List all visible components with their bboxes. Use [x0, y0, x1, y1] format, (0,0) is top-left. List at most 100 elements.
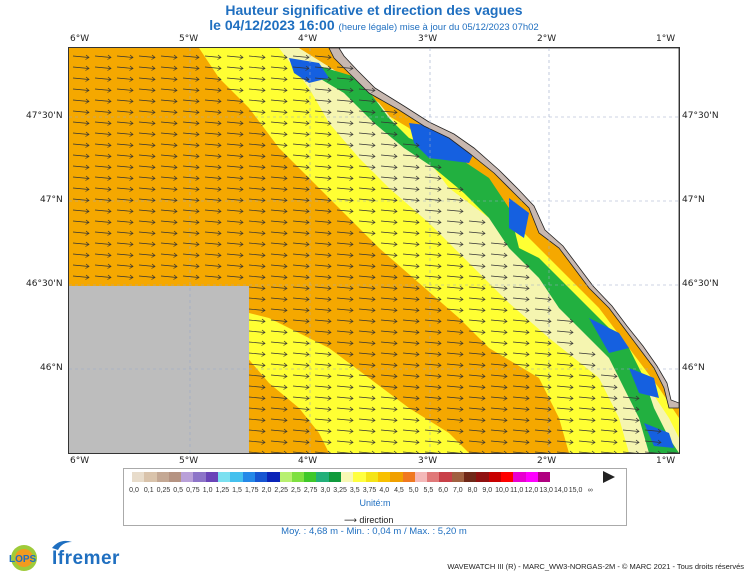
direction-arrow-icon	[292, 340, 310, 346]
direction-arrow-icon	[270, 219, 288, 225]
direction-arrow-icon	[402, 208, 420, 214]
direction-arrow-icon	[314, 76, 332, 82]
direction-arrow-icon	[292, 351, 310, 357]
color-bar-cell	[218, 472, 231, 482]
coastal-blue-patch	[289, 58, 329, 83]
color-bar-label: 4,0	[379, 487, 390, 494]
direction-arrow-icon	[72, 153, 90, 159]
color-bar-cell	[279, 472, 292, 482]
direction-arrow-icon	[72, 131, 90, 137]
coastal-blue-patch	[644, 423, 674, 448]
direction-arrow-icon	[424, 197, 442, 203]
color-bar-cell	[451, 472, 465, 482]
lat-tick-left: 46°N	[40, 363, 63, 373]
direction-arrow-icon	[226, 76, 244, 82]
color-bar-label: 11,0	[510, 487, 524, 494]
direction-arrow-icon	[380, 274, 398, 280]
direction-arrow-icon	[468, 351, 486, 357]
direction-arrow-icon	[534, 351, 552, 357]
direction-arrow-icon	[248, 142, 266, 148]
direction-arrow-icon	[72, 197, 90, 203]
direction-arrow-icon	[380, 252, 398, 258]
direction-arrow-icon	[248, 340, 266, 346]
direction-arrow-icon	[204, 263, 222, 269]
direction-arrow-icon	[358, 109, 376, 115]
direction-arrow-icon	[138, 164, 156, 170]
direction-arrow-icon	[446, 241, 464, 247]
direction-arrow-icon	[490, 373, 508, 379]
direction-arrow-icon	[182, 186, 200, 192]
direction-arrow-icon	[270, 285, 288, 291]
direction-arrow-icon	[204, 54, 222, 60]
direction-arrow-icon	[292, 263, 310, 269]
direction-arrow-icon	[292, 175, 310, 181]
color-bar-label: 1,75	[244, 487, 259, 494]
direction-label: direction	[359, 515, 394, 525]
direction-arrow-icon	[336, 384, 354, 390]
direction-arrow-icon	[72, 87, 90, 93]
direction-arrow-icon	[248, 87, 266, 93]
direction-arrow-icon	[138, 274, 156, 280]
direction-arrow-icon	[160, 54, 178, 60]
color-bar-cell	[353, 472, 366, 482]
direction-arrow-icon	[270, 230, 288, 236]
stats-line: Moy. : 4,68 m - Min. : 0,04 m / Max. : 5…	[281, 526, 467, 537]
direction-arrow-icon	[556, 417, 574, 423]
direction-arrow-icon	[160, 230, 178, 236]
direction-arrow-icon	[94, 131, 112, 137]
direction-arrow-icon	[556, 373, 574, 379]
direction-arrow-icon	[490, 340, 508, 346]
direction-arrow-icon	[138, 175, 156, 181]
direction-arrow-icon	[336, 230, 354, 236]
direction-arrow-icon	[336, 329, 354, 335]
direction-arrow-icon	[336, 120, 354, 126]
color-bar-cell	[132, 472, 145, 482]
direction-arrow-icon	[204, 164, 222, 170]
direction-arrow-icon	[490, 428, 508, 434]
direction-arrow-icon	[248, 54, 266, 60]
direction-arrow-icon	[358, 120, 376, 126]
direction-arrow-icon	[116, 164, 134, 170]
direction-arrow-icon	[358, 417, 376, 423]
direction-arrow-icon	[116, 241, 134, 247]
direction-arrow-icon	[160, 186, 178, 192]
direction-arrow-icon	[446, 417, 464, 423]
color-bar-cell	[439, 472, 452, 482]
direction-arrow-icon	[512, 318, 530, 324]
color-bar-cell	[242, 472, 255, 482]
direction-arrow-icon	[402, 450, 419, 453]
direction-arrow-icon	[292, 329, 310, 335]
direction-arrow-icon	[292, 241, 310, 247]
lat-tick-right: 47°N	[682, 195, 705, 205]
direction-arrow-icon	[292, 164, 310, 170]
direction-arrow-icon	[248, 373, 266, 379]
direction-arrow-icon	[358, 230, 376, 236]
direction-arrow-icon	[336, 417, 354, 423]
direction-arrow-icon	[380, 340, 398, 346]
direction-arrow-icon	[116, 252, 134, 258]
direction-arrow-icon	[446, 197, 464, 203]
direction-arrow-icon	[446, 406, 464, 412]
direction-arrow-icon	[138, 131, 156, 137]
direction-arrow-icon	[578, 395, 596, 401]
direction-arrow-icon	[556, 340, 574, 346]
direction-arrow-icon	[116, 120, 134, 126]
direction-arrow-icon	[468, 373, 486, 379]
direction-arrow-icon	[248, 76, 266, 82]
direction-arrow-icon	[380, 197, 398, 203]
direction-arrow-icon	[336, 175, 354, 181]
color-bar-cell	[500, 472, 514, 482]
direction-arrow-icon	[314, 428, 332, 434]
direction-arrow-icon	[248, 252, 266, 258]
color-bar-label: 10,0	[495, 487, 509, 494]
direction-arrow-icon	[94, 274, 112, 280]
direction-arrow-icon	[160, 263, 178, 269]
direction-arrow-icon	[248, 131, 266, 137]
direction-arrow-icon	[226, 241, 244, 247]
direction-arrow-icon	[380, 208, 398, 214]
direction-arrow-icon	[424, 241, 442, 247]
direction-arrow-icon	[468, 230, 486, 236]
direction-arrow-icon	[380, 153, 398, 159]
direction-arrow-icon	[512, 406, 530, 412]
direction-arrow-icon	[336, 307, 354, 313]
